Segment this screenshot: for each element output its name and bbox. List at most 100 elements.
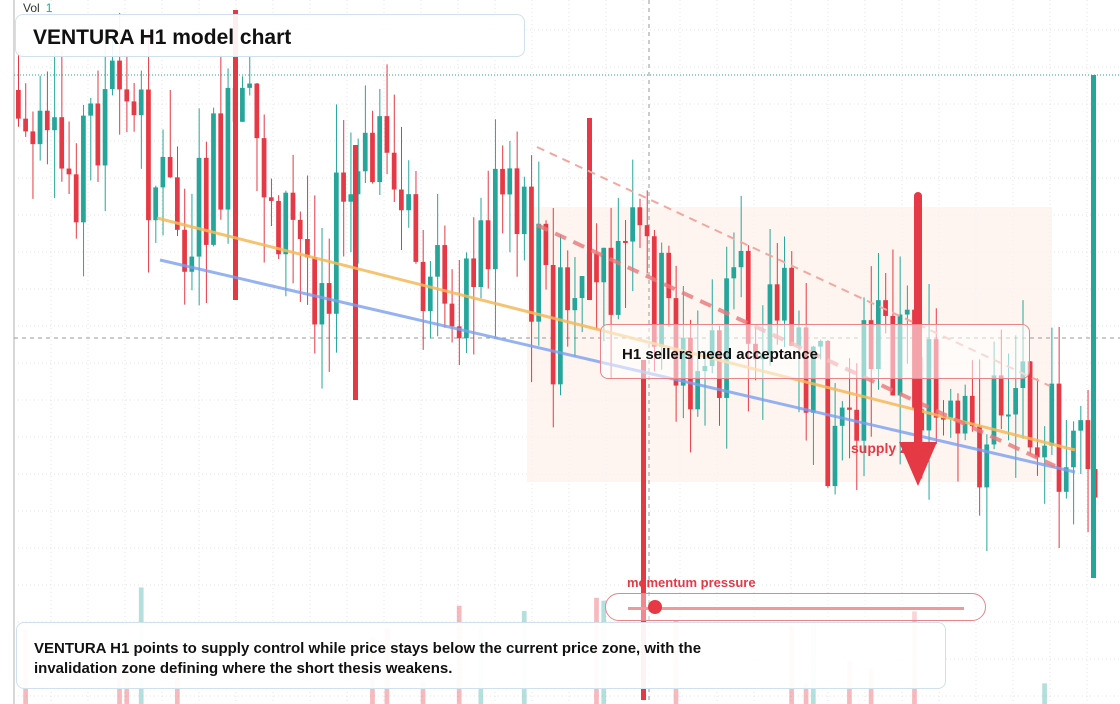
candle-body — [572, 298, 578, 311]
candle-body — [109, 60, 115, 90]
candle-body — [984, 444, 990, 488]
candle-body — [666, 252, 672, 299]
candle-body — [146, 89, 151, 221]
candle-body — [1042, 445, 1047, 458]
candle-body — [225, 87, 231, 210]
candle-body — [355, 171, 361, 195]
candle-body — [319, 283, 325, 325]
candle-body — [384, 116, 390, 153]
candle-body — [1049, 383, 1055, 446]
chart-title: VENTURA H1 model chart — [33, 26, 292, 49]
candle-body — [471, 258, 477, 288]
candle-body — [623, 240, 628, 243]
volume-bar — [803, 683, 809, 704]
candle-body — [399, 189, 404, 211]
candle-body — [218, 113, 224, 210]
candle-body — [117, 60, 122, 90]
candle-body — [861, 320, 867, 441]
candle-body — [427, 276, 433, 312]
candle-body — [883, 300, 888, 316]
candle-body — [579, 275, 585, 299]
summary-panel: VENTURA H1 points to supply control whil… — [16, 622, 946, 689]
chart-title-panel: VENTURA H1 model chart — [15, 14, 525, 57]
acceptance-note-text: H1 sellers need acceptance — [622, 346, 818, 363]
candle-body — [16, 90, 21, 119]
candle-body — [341, 172, 346, 202]
candle-body — [608, 247, 614, 315]
candle-body — [88, 103, 93, 116]
candle-body — [767, 284, 773, 354]
candle-body — [312, 257, 318, 325]
candle-body — [138, 89, 144, 116]
candle-body — [456, 326, 462, 339]
momentum-slider[interactable] — [605, 593, 986, 621]
candle-body — [492, 168, 498, 270]
candle-body — [449, 303, 455, 327]
candle-body — [348, 194, 354, 202]
candle-body — [543, 223, 549, 265]
candle-body — [131, 101, 137, 116]
candle-body — [435, 245, 440, 277]
candle-body — [182, 229, 187, 272]
candle-body — [601, 247, 607, 283]
summary-text: VENTURA H1 points to supply control whil… — [34, 640, 702, 677]
candle-body — [95, 103, 101, 166]
candle-body — [52, 117, 57, 131]
candle-body — [695, 371, 701, 410]
candle-body — [969, 395, 975, 427]
candle-body — [247, 83, 252, 88]
candle-spike — [233, 10, 238, 300]
candle-body — [73, 174, 79, 223]
down-arrow-head — [899, 442, 937, 486]
candle-body — [1006, 414, 1011, 417]
candle-body — [832, 425, 838, 487]
volume-bar — [420, 682, 426, 704]
candle-body — [406, 194, 411, 211]
candle-body — [485, 220, 491, 270]
candle-body — [276, 200, 281, 255]
candle-body — [102, 89, 108, 166]
candle-body — [1063, 467, 1069, 492]
candle-body — [391, 152, 397, 190]
candle-body — [644, 225, 650, 237]
candle-body — [731, 267, 737, 279]
candle-body — [558, 267, 563, 385]
candle-spike — [1091, 75, 1096, 578]
candle-body — [30, 131, 36, 145]
candle-body — [926, 339, 932, 431]
candle-body — [189, 256, 195, 272]
candle-body — [44, 110, 50, 131]
candle-body — [370, 132, 375, 183]
candle-body — [941, 417, 946, 420]
candle-body — [377, 116, 383, 183]
candle-body — [789, 267, 794, 346]
candle-body — [290, 192, 296, 220]
candle-body — [977, 426, 982, 488]
candle-body — [283, 192, 289, 255]
candle-body — [167, 156, 173, 178]
candle-body — [59, 117, 65, 169]
candle-body — [774, 284, 780, 321]
candle-body — [203, 157, 209, 245]
candle-body — [550, 264, 556, 385]
candle-body — [464, 258, 469, 339]
supply-zone-label: supply zone — [851, 440, 932, 456]
candle-spike — [587, 118, 592, 300]
candle-body — [442, 245, 448, 304]
candle-body — [659, 252, 664, 347]
candle-body — [536, 223, 542, 322]
candle-body — [81, 115, 86, 223]
candle-body — [594, 253, 599, 283]
candle-body — [514, 168, 520, 235]
candle-body — [1078, 420, 1084, 431]
candle-body — [333, 172, 339, 314]
candle-body — [1034, 447, 1040, 458]
candle-body — [745, 250, 751, 344]
candle-body — [413, 194, 419, 262]
momentum-knob[interactable] — [647, 600, 662, 614]
candle-body — [904, 309, 910, 315]
candle-body — [955, 400, 961, 434]
candle-body — [174, 177, 180, 230]
candle-body — [521, 186, 527, 235]
candle-body — [854, 409, 860, 441]
